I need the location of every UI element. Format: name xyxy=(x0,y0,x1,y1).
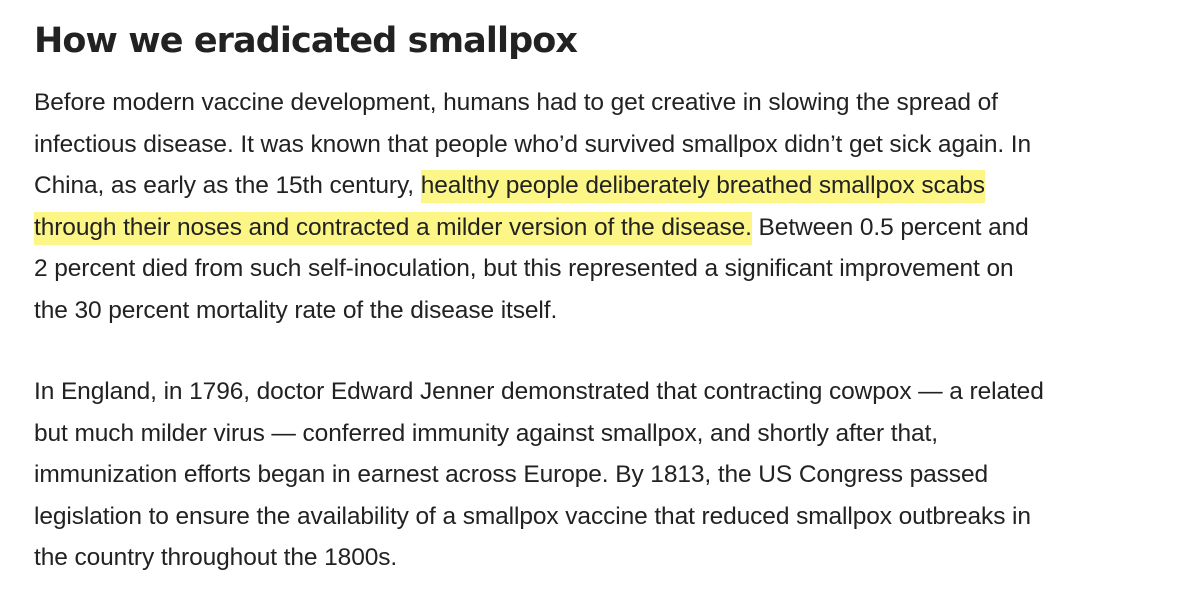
text-line: China, as early as the 15th century, hea… xyxy=(34,165,1180,207)
section-heading: How we eradicated smallpox xyxy=(34,21,578,61)
text-line: immunization efforts began in earnest ac… xyxy=(34,461,988,488)
text-run: China, as early as the 15th century, xyxy=(34,172,421,199)
text-line: 2 percent died from such self-inoculatio… xyxy=(34,248,1180,290)
text-line: Before modern vaccine development, human… xyxy=(34,82,1180,124)
paragraph-jenner-vaccine: In England, in 1796, doctor Edward Jenne… xyxy=(34,371,1180,579)
text-line: legislation to ensure the availability o… xyxy=(34,502,1031,530)
text-line: the 30 percent mortality rate of the dis… xyxy=(34,290,1180,332)
text-run: infectious disease. It was known that pe… xyxy=(34,130,1032,158)
text-run: Before modern vaccine development, human… xyxy=(34,89,998,116)
text-line: infectious disease. It was known that pe… xyxy=(34,124,1180,166)
text-line: the country throughout the 1800s. xyxy=(34,544,398,571)
text-line: but much milder virus — conferred immuni… xyxy=(34,419,938,447)
text-run: 2 percent died from such self-inoculatio… xyxy=(34,255,1014,282)
highlighted-text: healthy people deliberately breathed sma… xyxy=(420,170,985,203)
text-line: In England, in 1796, doctor Edward Jenne… xyxy=(34,378,1044,405)
text-line: through their noses and contracted a mil… xyxy=(34,207,1180,249)
paragraph-smallpox-inoculation: Before modern vaccine development, human… xyxy=(34,82,1180,331)
text-run: Between 0.5 percent and xyxy=(751,213,1029,241)
highlighted-text: through their noses and contracted a mil… xyxy=(34,211,752,245)
text-run: the 30 percent mortality rate of the dis… xyxy=(34,296,558,324)
